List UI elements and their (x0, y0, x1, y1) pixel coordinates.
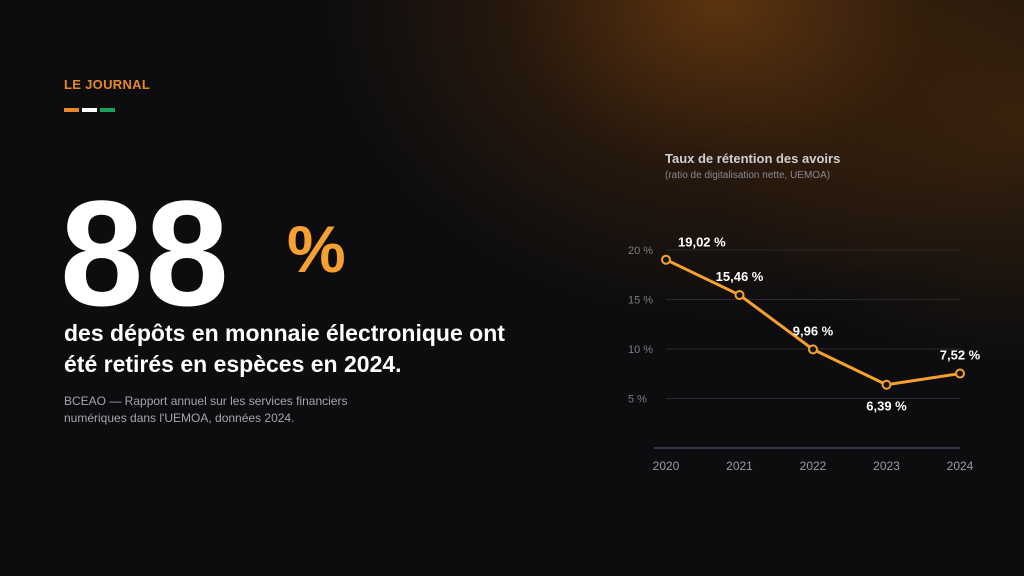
data-point (881, 379, 892, 390)
flag-stripe-white (82, 108, 97, 112)
flag-stripe-green (100, 108, 115, 112)
big-stat-unit: % (287, 212, 346, 286)
stat-headline: des dépôts en monnaie électronique ont é… (64, 320, 505, 377)
y-tick-label: 15 % (628, 295, 653, 307)
x-tick-label: 2024 (947, 459, 974, 473)
section-kicker: LE JOURNAL (64, 77, 151, 92)
x-tick-label: 2022 (800, 459, 827, 473)
data-point (661, 254, 671, 265)
y-tick-label: 5 % (628, 394, 647, 406)
flag-stripes (64, 108, 115, 112)
x-tick-label: 2021 (726, 459, 753, 473)
y-tick-label: 10 % (628, 344, 653, 356)
x-tick-label: 2020 (653, 459, 680, 473)
y-tick-label: 20 % (628, 245, 653, 257)
chart-title: Taux de rétention des avoirs (665, 151, 841, 166)
data-point (734, 289, 745, 300)
data-label: 15,46 % (716, 269, 764, 284)
chart-subtitle: (ratio de digitalisation nette, UEMOA) (665, 170, 831, 181)
big-stat-value: 88 (60, 169, 231, 337)
data-point (808, 344, 818, 355)
series-line (664, 258, 962, 387)
data-label: 7,52 % (940, 348, 981, 363)
data-label: 9,96 % (793, 323, 834, 338)
data-label: 6,39 % (866, 399, 907, 414)
data-label: 19,02 % (678, 235, 726, 250)
stat-source: BCEAO — Rapport annuel sur les services … (64, 394, 348, 425)
x-tick-label: 2023 (873, 459, 900, 473)
data-point (955, 368, 965, 379)
flag-stripe-orange (64, 108, 79, 112)
